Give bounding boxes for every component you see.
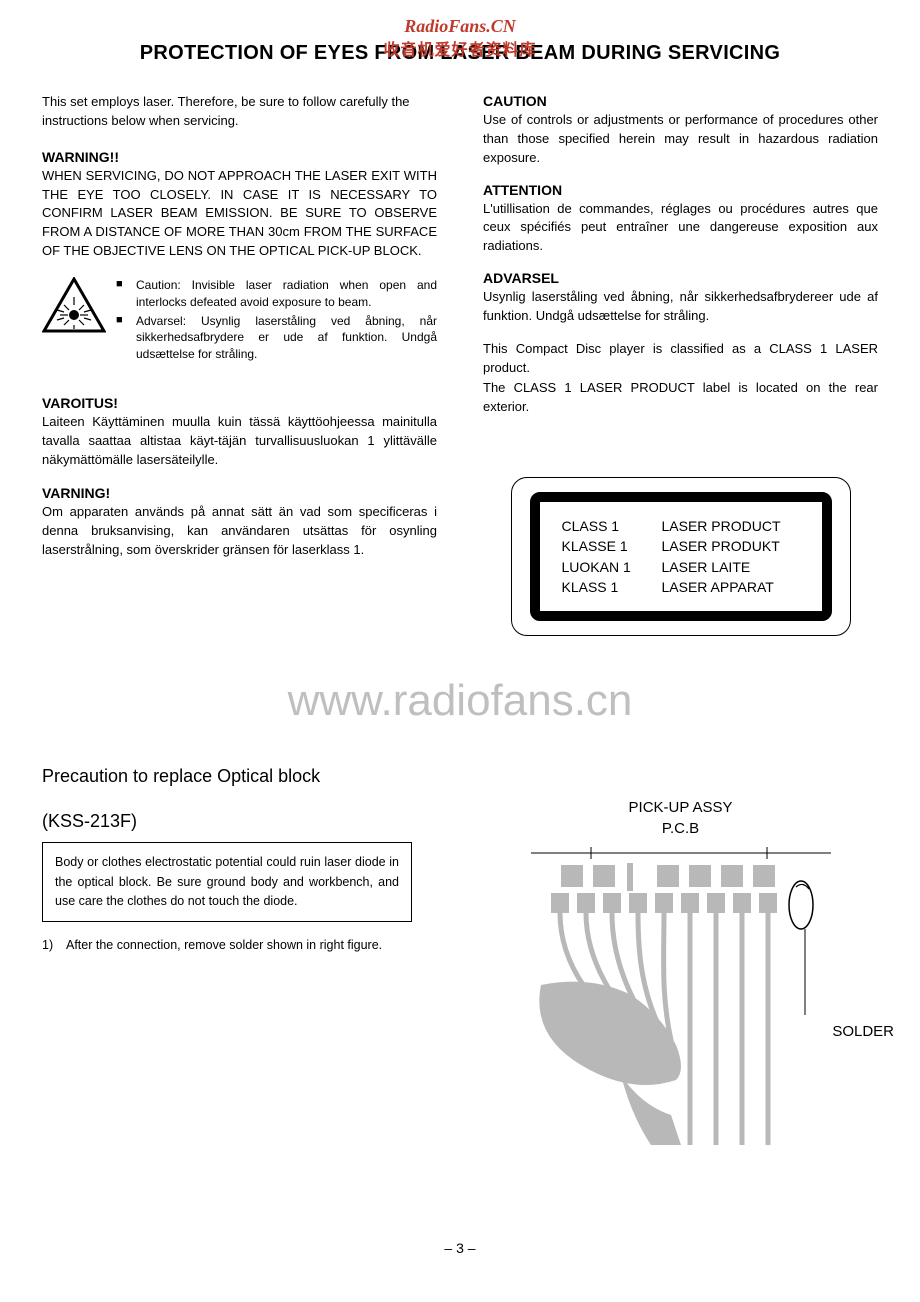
bullet-list: ■ Caution: Invisible laser radiation whe…	[116, 277, 437, 365]
model-number: (KSS-213F)	[42, 811, 437, 832]
attention-heading: ATTENTION	[483, 182, 878, 198]
caution-body: Use of controls or adjustments or perfor…	[483, 111, 878, 168]
varoitus-body: Laiteen Käyttäminen muulla kuin tässä kä…	[42, 413, 437, 470]
precaution-section: Precaution to replace Optical block (KSS…	[42, 766, 878, 1040]
table-row: CLASS 1 LASER PRODUCT	[562, 516, 800, 536]
cell: KLASSE 1	[562, 536, 662, 556]
watermark-mid: www.radiofans.cn	[0, 676, 920, 726]
bullet-text: Caution: Invisible laser radiation when …	[136, 277, 437, 311]
bullet-square-icon: ■	[116, 313, 126, 363]
left-column: This set employs laser. Therefore, be su…	[42, 93, 437, 636]
bullet-square-icon: ■	[116, 277, 126, 311]
class-note-2: The CLASS 1 LASER PRODUCT label is locat…	[483, 379, 878, 417]
document-page: RadioFans.CN 收音机爱好者资料库 www.radiofans.cn …	[0, 0, 920, 1286]
varning-heading: VARNING!	[42, 485, 437, 501]
cell: KLASS 1	[562, 577, 662, 597]
step-list: 1) After the connection, remove solder s…	[42, 936, 412, 955]
intro-text: This set employs laser. Therefore, be su…	[42, 93, 437, 131]
advarsel-heading: ADVARSEL	[483, 270, 878, 286]
caution-heading: CAUTION	[483, 93, 878, 109]
table-row: LUOKAN 1 LASER LAITE	[562, 557, 800, 577]
precaution-left: Precaution to replace Optical block (KSS…	[42, 766, 437, 1040]
cell: LASER APPARAT	[662, 577, 800, 597]
page-title: PROTECTION OF EYES FROM LASER BEAM DURIN…	[42, 42, 878, 65]
cell: LASER PRODUKT	[662, 536, 800, 556]
laser-triangle-icon	[42, 277, 106, 333]
page-number: – 3 –	[42, 1240, 878, 1256]
class-note-1: This Compact Disc player is classified a…	[483, 340, 878, 378]
cell: CLASS 1	[562, 516, 662, 536]
table-row: KLASSE 1 LASER PRODUKT	[562, 536, 800, 556]
pickup-line1: PICK-UP ASSY	[629, 799, 733, 816]
bullet-text: Advarsel: Usynlig laserståling ved åbnin…	[136, 313, 437, 363]
pickup-assy-title: PICK-UP ASSY P.C.B	[483, 798, 878, 839]
varning-body: Om apparaten används på annat sätt än va…	[42, 503, 437, 560]
bullet-item: ■ Advarsel: Usynlig laserståling ved åbn…	[116, 313, 437, 363]
esd-note-box: Body or clothes electrostatic potential …	[42, 842, 412, 922]
precaution-right: PICK-UP ASSY P.C.B	[483, 766, 878, 1040]
pickup-line2: P.C.B	[662, 820, 699, 837]
list-item: 1) After the connection, remove solder s…	[42, 936, 412, 955]
cell: LASER LAITE	[662, 557, 800, 577]
precaution-title: Precaution to replace Optical block	[42, 766, 437, 787]
varoitus-heading: VAROITUS!	[42, 395, 437, 411]
cell: LUOKAN 1	[562, 557, 662, 577]
bullet-item: ■ Caution: Invisible laser radiation whe…	[116, 277, 437, 311]
warning-body: WHEN SERVICING, DO NOT APPROACH THE LASE…	[42, 167, 437, 261]
class1-table: CLASS 1 LASER PRODUCT KLASSE 1 LASER PRO…	[562, 516, 800, 597]
advarsel-body: Usynlig laserståling ved åbning, når sik…	[483, 288, 878, 326]
attention-body: L'utillisation de commandes, réglages ou…	[483, 200, 878, 257]
class1-label-inner: CLASS 1 LASER PRODUCT KLASSE 1 LASER PRO…	[530, 492, 832, 621]
table-row: KLASS 1 LASER APPARAT	[562, 577, 800, 597]
class1-label-box: CLASS 1 LASER PRODUCT KLASSE 1 LASER PRO…	[511, 477, 851, 636]
step-number: 1)	[42, 936, 60, 955]
cell: LASER PRODUCT	[662, 516, 800, 536]
pcb-diagram	[521, 845, 841, 1145]
step-text: After the connection, remove solder show…	[66, 936, 382, 955]
watermark-top: RadioFans.CN	[0, 16, 920, 37]
two-column-layout: This set employs laser. Therefore, be su…	[42, 93, 878, 636]
warning-heading: WARNING!!	[42, 149, 437, 165]
laser-warning-row: ■ Caution: Invisible laser radiation whe…	[42, 277, 437, 365]
right-column: CAUTION Use of controls or adjustments o…	[483, 93, 878, 636]
